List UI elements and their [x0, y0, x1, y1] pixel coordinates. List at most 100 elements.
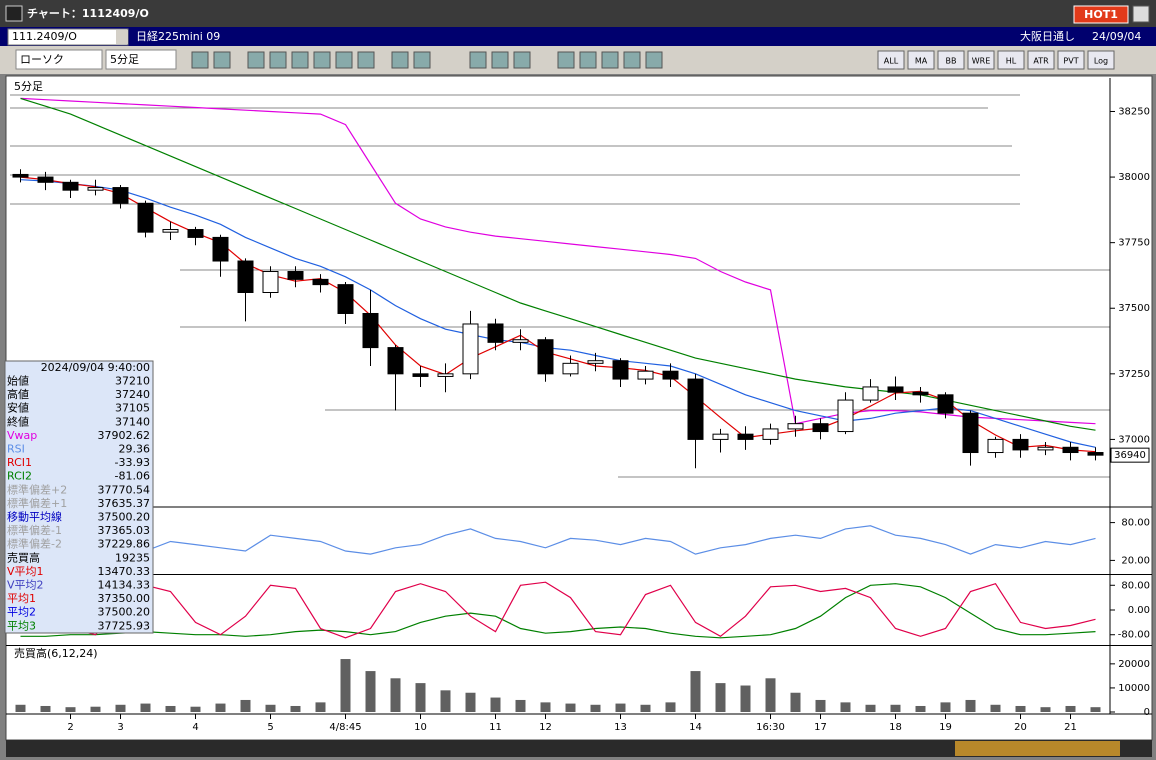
volume-bar [765, 678, 776, 712]
info-value: 37229.86 [98, 538, 151, 551]
candle-body [112, 187, 129, 204]
info-value: 37500.20 [98, 511, 151, 524]
interval-select[interactable] [105, 49, 177, 70]
info-label: RCI2 [7, 470, 32, 483]
candle-body [412, 373, 429, 377]
info-label: Vwap [7, 429, 37, 442]
style-select[interactable] [15, 49, 103, 70]
draw-icon[interactable] [269, 51, 287, 69]
order-icon[interactable] [623, 51, 641, 69]
volume-bar [190, 706, 201, 712]
volume-bar [15, 704, 26, 712]
info-label: 終値 [7, 414, 29, 428]
toolbar-button-label: ALL [884, 57, 899, 66]
candle-body [312, 278, 329, 286]
lock-icon[interactable] [645, 51, 663, 69]
app-icon [5, 5, 23, 22]
info-label: 安値 [7, 401, 29, 415]
y-tick-label: 38250 [1118, 106, 1150, 117]
symbol-dropdown[interactable] [116, 30, 128, 44]
delete-icon[interactable] [357, 51, 375, 69]
line-icon[interactable] [247, 51, 265, 69]
indicator-line [20, 581, 1096, 639]
close-button[interactable] [1132, 5, 1150, 23]
info-value: -33.93 [115, 456, 150, 469]
candle-body [287, 271, 304, 280]
toolbar-button-label: BB [946, 57, 957, 66]
info-value: 13470.33 [98, 565, 151, 578]
candle-body [162, 229, 179, 233]
color-icon[interactable] [513, 51, 531, 69]
y-tick-label: 20000 [1118, 659, 1150, 670]
candle-body [437, 373, 454, 377]
volume-bar [1015, 705, 1026, 712]
x-tick-label: 3 [117, 722, 123, 733]
toolbar-button[interactable] [937, 50, 965, 70]
x-tick-label: 12 [539, 722, 552, 733]
hot-button[interactable] [1073, 5, 1129, 24]
candle-body [637, 370, 654, 380]
zoom-icon[interactable] [191, 51, 209, 69]
search-icon[interactable] [579, 51, 597, 69]
volume-bar [715, 683, 726, 712]
info-label: 始値 [7, 374, 29, 388]
y-tick-label: 80.00 [1121, 580, 1150, 591]
scroll-thumb[interactable] [955, 741, 1120, 756]
volume-bar [490, 697, 501, 712]
volume-bar [565, 703, 576, 712]
candle-body [1012, 438, 1029, 451]
board-icon[interactable] [601, 51, 619, 69]
mark-icon[interactable] [413, 51, 431, 69]
toolbar-button[interactable] [967, 50, 995, 70]
volume-bar [615, 703, 626, 712]
x-tick-label: 17 [814, 722, 827, 733]
candle-body [862, 386, 879, 401]
info-value: 37725.93 [98, 619, 151, 632]
x-tick-label: 4 [192, 722, 198, 733]
settings-icon[interactable] [491, 51, 509, 69]
x-tick-label: 4/8:45 [329, 722, 361, 733]
x-tick-label: 13 [614, 722, 627, 733]
candle-body [687, 378, 704, 440]
alert-icon[interactable] [557, 51, 575, 69]
toolbar-button[interactable] [877, 50, 905, 70]
scrollbar[interactable] [6, 740, 1152, 757]
tool-icon[interactable] [469, 51, 487, 69]
arrow-icon[interactable] [291, 51, 309, 69]
candle-body [487, 323, 504, 343]
candle-body [762, 428, 779, 440]
cursor-icon[interactable] [213, 51, 231, 69]
volume-bar [740, 685, 751, 712]
text-icon[interactable] [313, 51, 331, 69]
info-label: 売買高 [7, 550, 40, 564]
info-label: 移動平均線 [7, 510, 62, 524]
candle-body [712, 433, 729, 440]
y-tick-label: 20.00 [1121, 555, 1150, 566]
info-value: 37365.03 [98, 524, 151, 537]
toolbar-button[interactable] [1027, 50, 1055, 70]
toolbar-button[interactable] [907, 50, 935, 70]
volume-bar [590, 704, 601, 712]
y-tick-label: 80.00 [1121, 518, 1150, 529]
toolbar-button[interactable] [1087, 50, 1115, 70]
volume-bar [1040, 707, 1051, 712]
toolbar-button-label: ATR [1033, 57, 1049, 66]
x-tick-label: 10 [414, 722, 427, 733]
info-value: 37210 [115, 375, 150, 388]
panel-title: 5分足 [14, 80, 43, 93]
volume-bar [1065, 705, 1076, 712]
volume-bar [790, 692, 801, 712]
volume-bar [865, 704, 876, 712]
last-price: 36940 [1114, 450, 1146, 461]
toolbar-button[interactable] [1057, 50, 1085, 70]
candle-icon[interactable] [391, 51, 409, 69]
x-tick-label: 11 [489, 722, 502, 733]
info-value: 37240 [115, 388, 150, 401]
memo-icon[interactable] [335, 51, 353, 69]
candle-body [262, 271, 279, 294]
symbol-name: 日経225mini 09 [136, 30, 220, 43]
toolbar-button[interactable] [997, 50, 1025, 70]
volume-bar [265, 704, 276, 712]
indicator-line [20, 97, 1096, 425]
